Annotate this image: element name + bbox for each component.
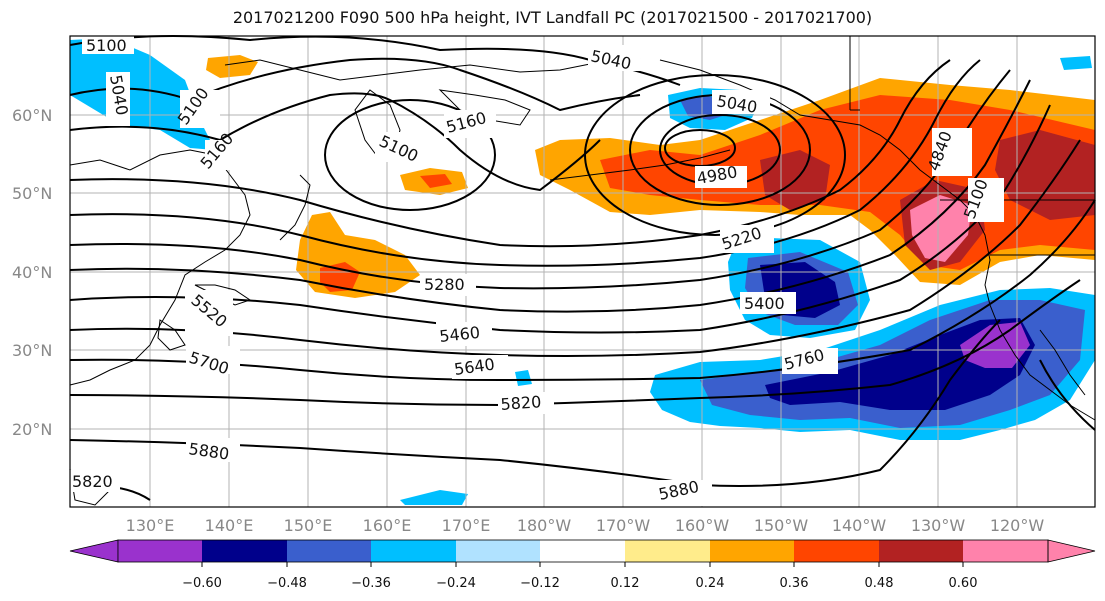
colorbar-segment [710,540,794,562]
colorbar [69,539,1096,567]
colorbar-segment [963,540,1048,562]
colorbar-segment [879,540,963,562]
lat-label: 60°N [12,106,52,125]
colorbar-segment [540,540,625,562]
colorbar-tick-label: 0.24 [696,576,725,591]
colorbar-extend-min [69,539,119,563]
colorbar-tick-label: 0.36 [780,576,809,591]
colorbar-tick-label: −0.36 [351,576,391,591]
longitude-labels: 130°E 140°E 150°E 160°E 170°E 180°W 170°… [126,516,1045,535]
colorbar-tick-label: −0.12 [520,576,560,591]
colorbar-extend-max [1047,539,1096,563]
lon-label: 140°W [832,516,887,535]
contour-label: 5400 [744,294,785,313]
colorbar-outline [117,539,1049,563]
graticule [70,36,1095,507]
colorbar-segment [794,540,879,562]
colorbar-tick-label: −0.24 [436,576,476,591]
colorbar-segment [118,540,202,562]
lon-label: 150°W [754,516,809,535]
lon-label: 180°W [517,516,572,535]
lat-label: 30°N [12,341,52,360]
lon-label: 140°E [205,516,254,535]
contour-label: 5820 [72,472,113,491]
contour-labels: 5100 5040 5100 5160 5100 5160 5040 5040 … [70,34,1004,506]
lon-label: 160°W [675,516,730,535]
lon-label: 130°E [126,516,175,535]
colorbar-ticks: −0.60 −0.48 −0.36 −0.24 −0.12 0.12 0.24 … [182,576,977,591]
colorbar-segment [202,540,287,562]
colorbar-tick-label: −0.48 [267,576,307,591]
colorbar-segment [625,540,710,562]
lon-label: 170°W [596,516,651,535]
contour-label: 5820 [500,392,542,414]
contour-label: 5100 [86,36,127,55]
contour-label: 5460 [438,323,480,346]
coastlines [69,36,1096,506]
latitude-labels: 60°N 50°N 40°N 30°N 20°N [12,106,52,439]
lat-label: 20°N [12,420,52,439]
colorbar-segment [371,540,456,562]
map-frame [69,35,1096,508]
colorbar-segment [287,540,371,562]
colorbar-tick-label: 0.12 [611,576,640,591]
colorbar-tick-label: 0.60 [949,576,978,591]
lon-label: 130°W [911,516,966,535]
figure-title: 2017021200 F090 500 hPa height, IVT Land… [232,8,873,27]
contour-label: 5280 [424,275,465,294]
lat-label: 50°N [12,184,52,203]
colorbar-tick-label: −0.60 [182,576,222,591]
lon-label: 150°E [284,516,333,535]
colorbar-segment [456,540,540,562]
lon-label: 160°E [363,516,412,535]
lat-label: 40°N [12,263,52,282]
lon-label: 120°W [990,516,1045,535]
colorbar-tick-label: 0.48 [865,576,894,591]
lon-label: 170°E [442,516,491,535]
